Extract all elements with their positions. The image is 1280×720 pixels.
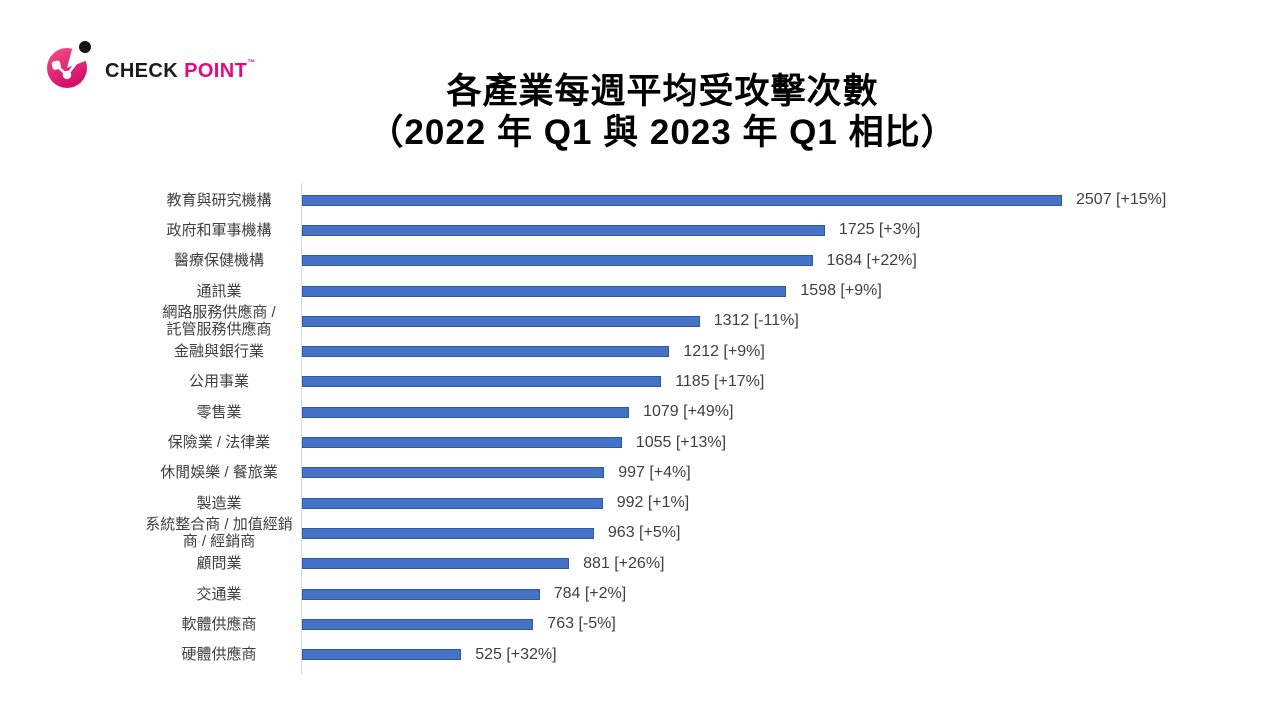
bar-area: 1185 [+17%] [301, 373, 1247, 391]
chart-rows: 教育與研究機構 2507 [+15%] 政府和軍事機構 1725 [+3%] 醫療保健機… [137, 185, 1247, 670]
chart-row: 零售業 1079 [+49%] [137, 397, 1247, 427]
bar [302, 527, 594, 539]
bar [302, 194, 1062, 206]
value-label: 1684 [+22%] [826, 251, 917, 269]
trademark-symbol: ™ [247, 57, 256, 67]
bar-area: 1079 [+49%] [301, 403, 1247, 421]
bar-area: 2507 [+15%] [301, 191, 1247, 209]
bar-area: 784 [+2%] [301, 585, 1247, 603]
value-label: 1725 [+3%] [838, 221, 921, 239]
bar-chart: 教育與研究機構 2507 [+15%] 政府和軍事機構 1725 [+3%] 醫療保健機… [137, 183, 1247, 674]
chart-row: 金融與銀行業 1212 [+9%] [137, 336, 1247, 366]
bar [302, 649, 462, 661]
bar [302, 255, 813, 267]
title-line1: 各產業每週平均受攻擊次數 [446, 72, 879, 111]
bar [302, 497, 603, 509]
value-label: 1185 [+17%] [675, 372, 765, 390]
category-label: 網路服務供應商 / 託管服務供應商 [162, 304, 276, 339]
bar-area: 763 [-5%] [301, 615, 1247, 633]
bar [302, 437, 622, 449]
category-label: 金融與銀行業 [173, 343, 264, 361]
checkpoint-logo-text: CHECK POINT™ [105, 46, 256, 83]
checkpoint-logo: CHECK POINT™ [44, 38, 256, 90]
value-label: 1212 [+9%] [683, 342, 765, 360]
value-label: 1598 [+9%] [800, 282, 882, 300]
category-label: 休閒娛樂 / 餐旅業 [160, 464, 278, 482]
title-line2: （2022 年 Q1 與 2023 年 Q1 相比） [368, 113, 957, 152]
category-axis-line [301, 183, 302, 674]
bar-area: 881 [+26%] [301, 555, 1247, 573]
chart-row: 通訊業 1598 [+9%] [137, 276, 1247, 306]
value-label: 992 [+1%] [616, 494, 690, 512]
bar-area: 1312 [-11%] [301, 312, 1247, 330]
category-label: 製造業 [196, 494, 242, 512]
value-label: 1079 [+49%] [643, 403, 734, 421]
value-label: 784 [+2%] [553, 585, 627, 602]
bar-area: 997 [+4%] [301, 464, 1247, 482]
bar-area: 992 [+1%] [301, 494, 1247, 512]
bar-area: 1212 [+9%] [301, 343, 1247, 361]
chart-row: 醫療保健機構 1684 [+22%] [137, 246, 1247, 276]
category-label: 軟體供應商 [181, 615, 257, 633]
chart-row: 教育與研究機構 2507 [+15%] [137, 185, 1247, 215]
category-label: 零售業 [196, 403, 242, 421]
chart-row: 交通業 784 [+2%] [137, 579, 1247, 609]
bar [302, 315, 700, 327]
bar-area: 1684 [+22%] [301, 252, 1247, 270]
category-label: 系統整合商 / 加值經銷 商 / 經銷商 [145, 516, 293, 551]
category-label: 政府和軍事機構 [166, 221, 272, 239]
logo-check-text: CHECK [105, 59, 179, 82]
bar [302, 346, 670, 358]
value-label: 963 [+5%] [607, 524, 681, 542]
category-label: 通訊業 [196, 282, 242, 300]
category-label: 硬體供應商 [181, 646, 257, 664]
category-label: 顧問業 [196, 555, 242, 573]
bar-area: 963 [+5%] [301, 524, 1247, 542]
category-label: 交通業 [196, 585, 242, 603]
value-label: 2507 [+15%] [1076, 191, 1167, 209]
category-label: 保險業 / 法律業 [167, 434, 271, 452]
chart-row: 網路服務供應商 / 託管服務供應商 1312 [-11%] [137, 304, 1247, 339]
chart-row: 軟體供應商 763 [-5%] [137, 609, 1247, 639]
value-label: 1312 [-11%] [713, 312, 799, 330]
category-label: 公用事業 [188, 373, 249, 391]
bar [302, 588, 540, 600]
bar-area: 525 [+32%] [301, 646, 1247, 664]
bar-area: 1055 [+13%] [301, 434, 1247, 452]
chart-row: 公用事業 1185 [+17%] [137, 367, 1247, 397]
chart-title: 各產業每週平均受攻擊次數 （2022 年 Q1 與 2023 年 Q1 相比） [45, 71, 1280, 153]
bar [302, 558, 570, 570]
bar-area: 1725 [+3%] [301, 221, 1247, 239]
bar [302, 406, 630, 418]
chart-row: 系統整合商 / 加值經銷 商 / 經銷商 963 [+5%] [137, 516, 1247, 551]
chart-row: 政府和軍事機構 1725 [+3%] [137, 215, 1247, 245]
category-label: 教育與研究機構 [166, 191, 272, 209]
value-label: 1055 [+13%] [635, 433, 727, 451]
value-label: 881 [+26%] [583, 554, 665, 572]
category-label: 醫療保健機構 [173, 252, 264, 270]
chart-row: 製造業 992 [+1%] [137, 488, 1247, 518]
bar [302, 467, 605, 479]
chart-row: 保險業 / 法律業 1055 [+13%] [137, 427, 1247, 457]
logo-point-text: POINT [184, 59, 248, 82]
bar [302, 285, 787, 297]
checkpoint-logo-icon [47, 41, 93, 88]
bar-area: 1598 [+9%] [301, 282, 1247, 300]
chart-row: 硬體供應商 525 [+32%] [137, 639, 1247, 669]
value-label: 997 [+4%] [618, 463, 691, 481]
chart-row: 休閒娛樂 / 餐旅業 997 [+4%] [137, 458, 1247, 488]
chart-row: 顧問業 881 [+26%] [137, 549, 1247, 579]
value-label: 525 [+32%] [475, 645, 557, 663]
value-label: 763 [-5%] [547, 615, 616, 633]
bar [302, 376, 662, 388]
bar [302, 618, 534, 630]
bar [302, 224, 825, 236]
